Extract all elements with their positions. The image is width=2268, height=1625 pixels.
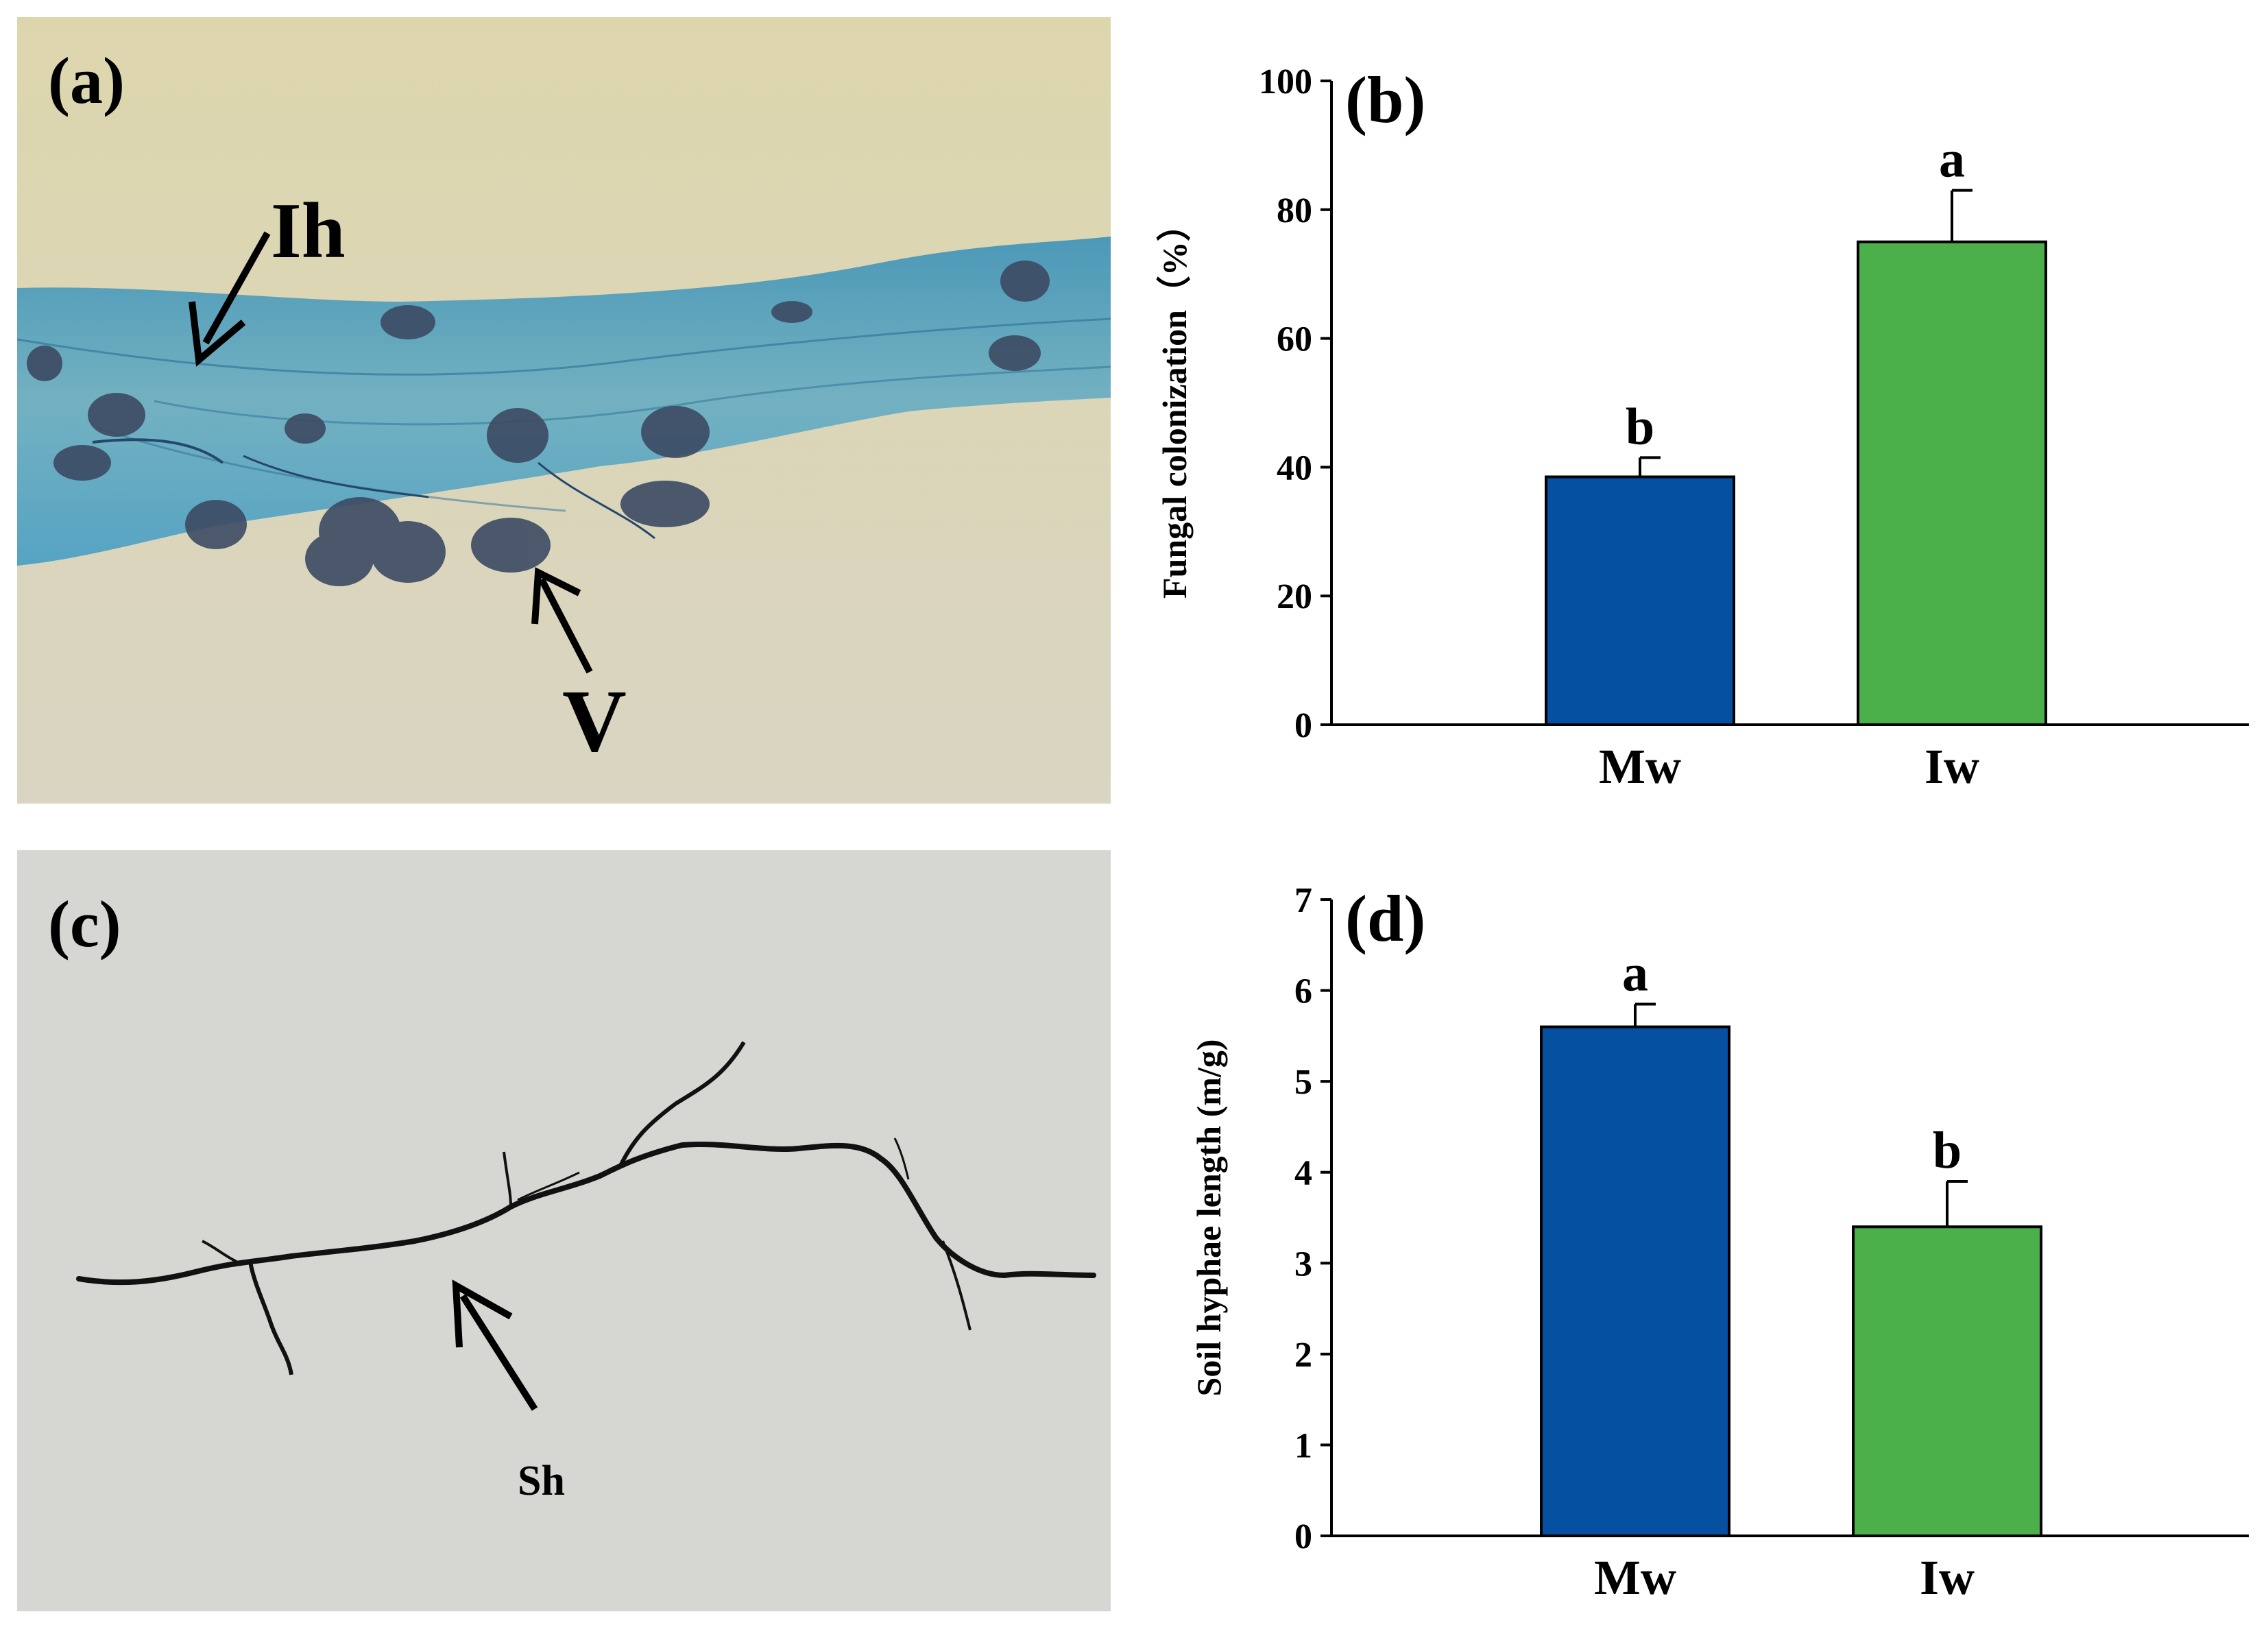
y-tick-label: 1 [1294, 1426, 1312, 1465]
soil-hyphae-chart: 0 1 2 3 4 5 6 7 Soil hyphae length (m/g) (d) a Mw b I… [1190, 881, 2249, 1605]
y-tick-label: 0 [1294, 706, 1312, 745]
y-tick-label: 4 [1294, 1154, 1312, 1193]
panel-label: (b) [1345, 63, 1425, 136]
category-label: Mw [1599, 739, 1681, 794]
y-tick-label: 40 [1277, 448, 1312, 487]
y-tick-label: 100 [1259, 62, 1312, 101]
y-axis-label: Soil hyphae length (m/g) [1190, 1039, 1228, 1397]
category-label: Iw [1920, 1550, 1975, 1605]
bar-mw [1540, 1025, 1730, 1538]
soil-hypha-image-svg [17, 850, 1111, 1611]
y-tick-label: 3 [1294, 1244, 1312, 1284]
soil-hypha-image [17, 850, 1111, 1611]
y-tick-label: 2 [1294, 1336, 1312, 1375]
y-tick-label: 80 [1277, 191, 1312, 230]
bar-mw [1545, 475, 1735, 726]
significance-letter: a [1622, 944, 1648, 1002]
root-micrograph [17, 17, 1111, 804]
significance-letter: a [1939, 131, 1965, 189]
y-tick-label: 20 [1277, 577, 1312, 616]
hypha-strand [76, 1141, 1096, 1286]
chart-panel-d: 0 1 2 3 4 5 6 7 Soil hyphae length (m/g) (d) a Mw b I… [1131, 850, 2256, 1611]
root-tissue [17, 237, 1111, 566]
bar-iw [1852, 1225, 2042, 1537]
significance-letter: b [1933, 1122, 1962, 1179]
category-label: Iw [1925, 739, 1979, 794]
y-axis-label: Fungal colonization（%） [1155, 207, 1194, 599]
vesicles [27, 261, 1050, 586]
chart-panel-b: 0 20 40 60 80 100 Fungal colonization（%） (b) b Mw… [1131, 17, 2256, 826]
y-tick-label: 0 [1294, 1517, 1312, 1556]
category-label: Mw [1594, 1550, 1676, 1605]
bar-iw [1857, 240, 2047, 726]
y-tick-label: 60 [1277, 320, 1312, 359]
fungal-colonization-chart: 0 20 40 60 80 100 Fungal colonization（%） (b) b Mw… [1155, 62, 2249, 794]
y-tick-label: 5 [1294, 1063, 1312, 1102]
y-tick-label: 6 [1294, 972, 1312, 1011]
root-micrograph-image [17, 17, 1111, 804]
y-tick-label: 7 [1294, 881, 1312, 920]
significance-letter: b [1626, 398, 1654, 455]
panel-label: (d) [1345, 882, 1425, 955]
